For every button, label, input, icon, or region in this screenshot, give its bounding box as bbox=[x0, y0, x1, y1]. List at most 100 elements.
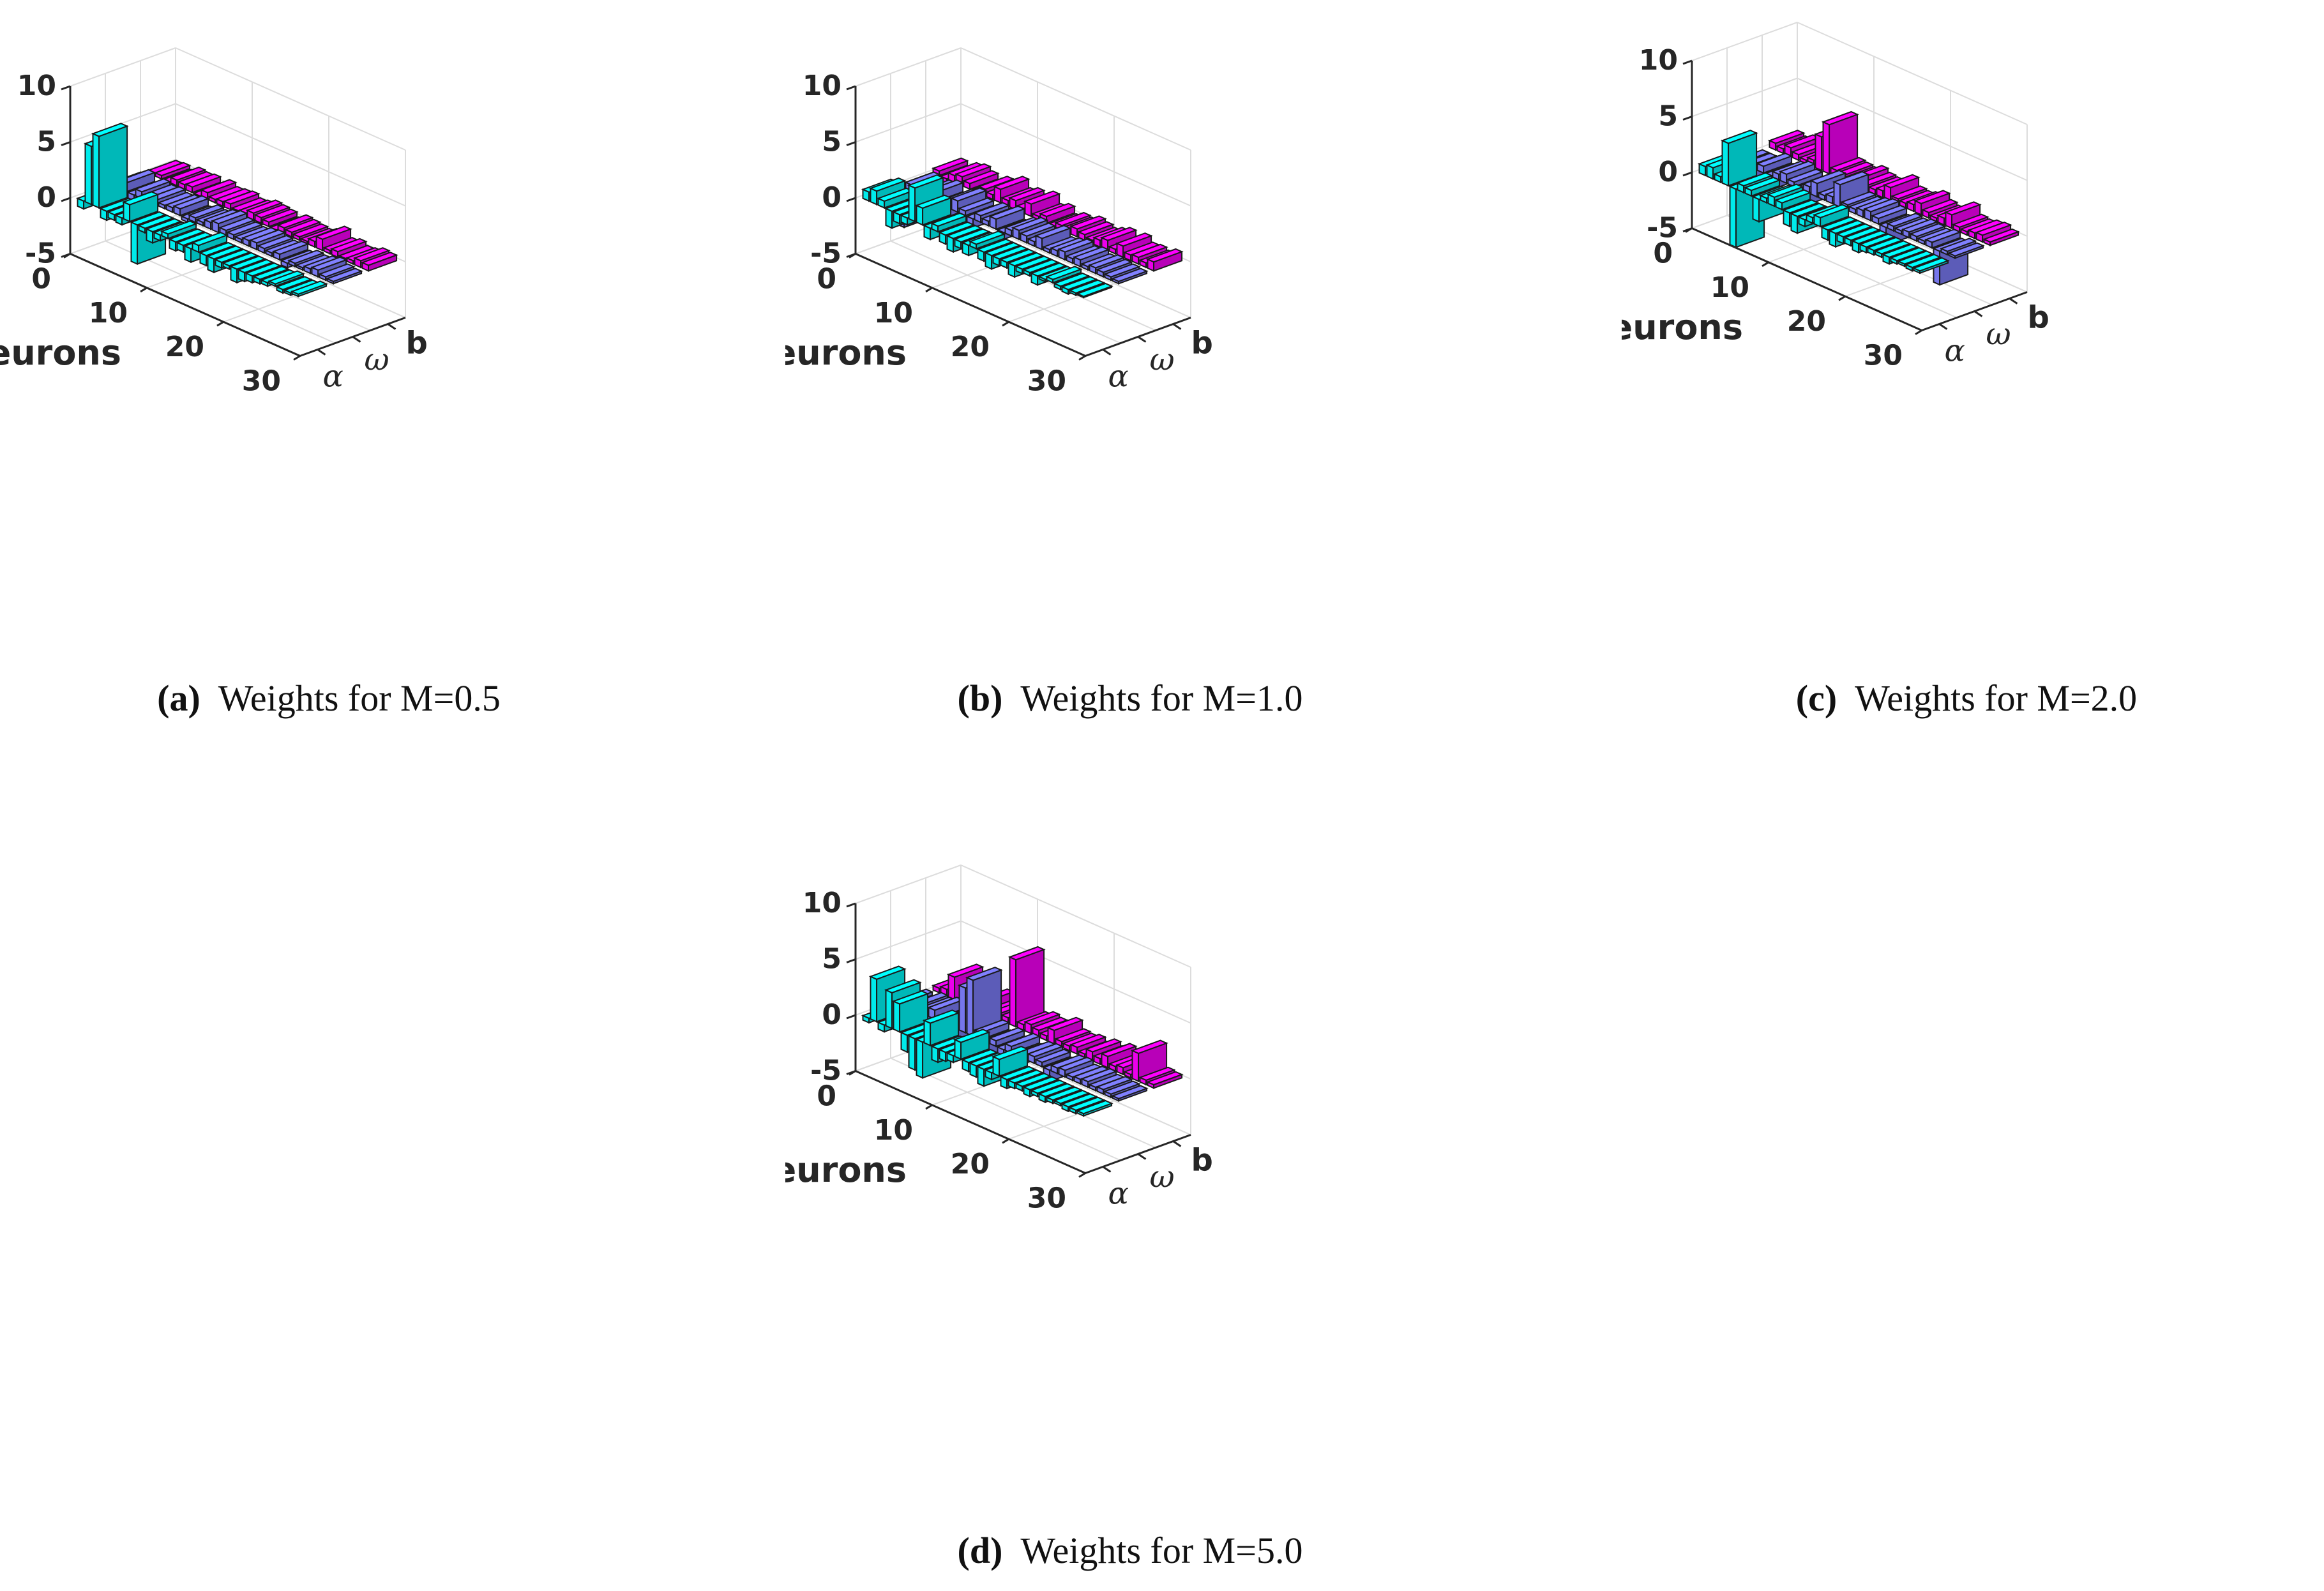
series-tick-label: α bbox=[1108, 359, 1129, 395]
bar-face-top bbox=[291, 223, 329, 238]
z-tick-mark bbox=[846, 958, 856, 963]
bar-face-front bbox=[885, 989, 893, 1030]
bar-face-top bbox=[329, 238, 368, 253]
x-axis-title: Neurons bbox=[785, 333, 907, 373]
bar-face-top bbox=[946, 963, 985, 978]
gridline-back-z bbox=[960, 103, 1191, 207]
bar-face-top bbox=[1069, 215, 1107, 230]
bar-face-top bbox=[1130, 1039, 1168, 1054]
series-tick-label: ω bbox=[365, 342, 389, 378]
x-axis-line bbox=[70, 253, 301, 357]
z-tick-label: 10 bbox=[803, 70, 841, 102]
bar-face-top bbox=[287, 250, 325, 264]
x-tick-label: 20 bbox=[165, 331, 204, 363]
chart-c-caption-label: (c) bbox=[1795, 677, 1837, 719]
bar-face-top bbox=[965, 967, 1003, 981]
z-tick-label: -5 bbox=[25, 238, 56, 270]
bar-face-top bbox=[1007, 186, 1046, 202]
bar-purple-29 bbox=[1110, 268, 1149, 285]
z-tick-mark bbox=[61, 141, 71, 146]
bar-face-top bbox=[1072, 246, 1110, 261]
bar-magenta-5 bbox=[962, 170, 1000, 190]
z-tick-mark bbox=[846, 141, 856, 146]
x-tick-mark bbox=[1078, 355, 1086, 361]
gridline-back-z bbox=[175, 47, 406, 151]
chart-d-caption-label: (d) bbox=[957, 1530, 1003, 1571]
x-tick-mark bbox=[849, 253, 856, 259]
bar-face-top bbox=[1789, 202, 1827, 217]
bar-face-top bbox=[167, 228, 206, 243]
x-tick-label: 30 bbox=[242, 365, 281, 398]
bar-face-front bbox=[1131, 1050, 1140, 1083]
bar-face-top bbox=[137, 215, 175, 229]
bar-face-top bbox=[172, 195, 210, 210]
bar-face-top bbox=[1812, 204, 1850, 218]
bar-face-top bbox=[1947, 242, 1985, 257]
bar-face-top bbox=[968, 230, 1006, 245]
bar-magenta-29 bbox=[1145, 248, 1184, 272]
bar-face-top bbox=[1829, 156, 1867, 172]
x-tick-mark bbox=[925, 287, 933, 293]
bar-face-top bbox=[1138, 1066, 1176, 1081]
bar-magenta-8 bbox=[1821, 110, 1859, 175]
bar-face-top bbox=[169, 166, 207, 181]
bar-face-top bbox=[1821, 110, 1859, 126]
bar-face-top bbox=[1885, 213, 1924, 227]
z-tick-mark bbox=[846, 1014, 856, 1020]
bar-purple-7 bbox=[1778, 160, 1816, 185]
x-tick-mark bbox=[1838, 295, 1846, 301]
gridline-back-z bbox=[1797, 22, 2028, 125]
bar-cyan-9 bbox=[922, 1009, 960, 1047]
bar-face-top bbox=[1901, 218, 1939, 233]
bar-face-top bbox=[1832, 170, 1870, 186]
bar-cyan-16 bbox=[190, 232, 229, 253]
bar-face-top bbox=[1037, 1083, 1075, 1097]
bar-cyan-26 bbox=[267, 270, 305, 287]
bar-face-top bbox=[1951, 213, 1989, 228]
bar-face-front bbox=[908, 184, 916, 223]
bar-face-top bbox=[1873, 240, 1912, 255]
bar-face-top bbox=[1018, 222, 1057, 237]
chart-c-caption: (c) Weights for M=2.0 bbox=[1796, 677, 2137, 720]
series-tick-mark bbox=[1938, 323, 1948, 330]
gridline-side-z bbox=[855, 864, 962, 904]
bar-face-top bbox=[1099, 1043, 1138, 1057]
bar-magenta-9 bbox=[992, 176, 1030, 204]
bar-face-top bbox=[1939, 238, 1977, 252]
bar-face-top bbox=[310, 256, 348, 271]
z-tick-label: 5 bbox=[822, 943, 841, 976]
bar-face-top bbox=[1029, 262, 1068, 277]
x-tick-label: 30 bbox=[1864, 340, 1903, 372]
bar-face-top bbox=[1767, 130, 1806, 144]
bar-purple-9 bbox=[957, 197, 995, 217]
x-tick-label: 20 bbox=[1787, 305, 1826, 338]
bar-face-top bbox=[1103, 1080, 1141, 1095]
bar-purple-22 bbox=[271, 240, 310, 261]
bar-face-top bbox=[267, 270, 305, 285]
bar-purple-26 bbox=[1924, 229, 1962, 249]
bar-purple-29 bbox=[325, 268, 363, 285]
bar-face-top bbox=[1046, 1016, 1084, 1031]
bar-face-top bbox=[121, 191, 160, 206]
bar-face-top bbox=[1068, 279, 1106, 294]
z-tick-label: 0 bbox=[36, 181, 56, 214]
bar-purple-4 bbox=[1755, 153, 1793, 174]
x-tick-mark bbox=[1915, 329, 1922, 335]
bar-cyan-29 bbox=[1912, 257, 1950, 275]
bar-face-top bbox=[1103, 263, 1141, 278]
series-tick-mark bbox=[2009, 298, 2018, 305]
bar-face-top bbox=[1060, 1093, 1098, 1108]
bar-face-top bbox=[1087, 254, 1126, 269]
z-tick-label: 5 bbox=[36, 126, 56, 158]
bar-face-top bbox=[129, 211, 167, 226]
series-tick-mark bbox=[1137, 336, 1147, 343]
bar-face-top bbox=[133, 178, 172, 193]
bar-face-top bbox=[1022, 259, 1060, 273]
bar-face-top bbox=[1080, 1067, 1118, 1083]
series-tick-mark bbox=[1102, 349, 1112, 356]
gridline-side-z bbox=[1691, 77, 1798, 117]
x-tick-mark bbox=[1002, 1138, 1009, 1144]
bar-face-top bbox=[960, 1048, 999, 1064]
bar-face-top bbox=[218, 216, 256, 231]
bar-face-top bbox=[1030, 1016, 1069, 1031]
